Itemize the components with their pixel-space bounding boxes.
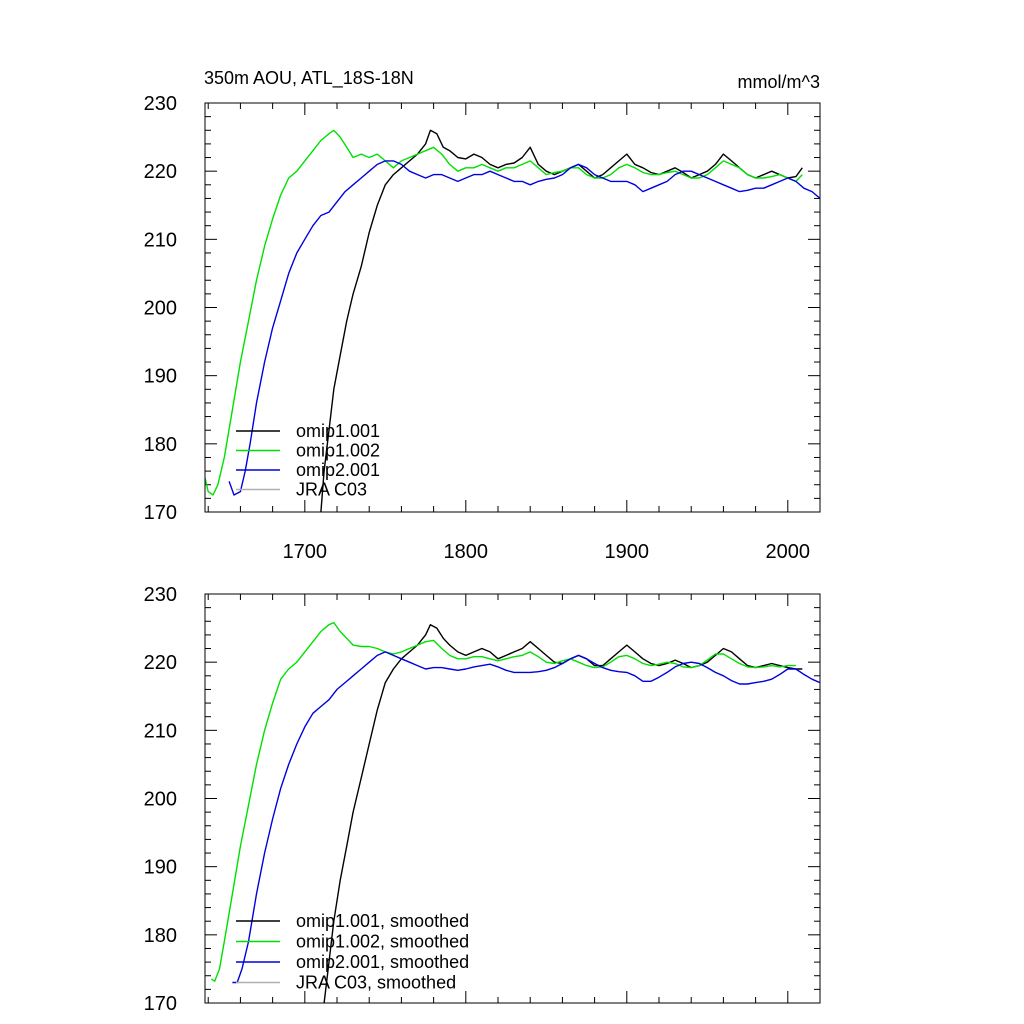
y-tick-label: 210 (144, 229, 177, 251)
legend-label: JRA C03 (296, 480, 367, 500)
top-plot-lines (204, 129, 821, 513)
y-tick-label: 230 (144, 584, 177, 606)
x-tick-label: 2000 (766, 541, 811, 563)
bottom-plot-frame (204, 593, 821, 1004)
top-panel: 350m AOU, ATL_18S-18N mmol/m^3 170 180 190… (144, 68, 821, 563)
y-tick-label: 220 (144, 161, 177, 183)
series-line-omip1-002 (204, 129, 803, 496)
legend-label: JRA C03, smoothed (296, 973, 456, 993)
y-tick-label: 200 (144, 298, 177, 320)
legend-label: omip2.001, smoothed (296, 952, 469, 972)
y-tick-label: 200 (144, 789, 177, 811)
bottom-plot-lines (211, 621, 821, 1004)
y-tick-label: 210 (144, 720, 177, 742)
series-line-omip1-001-smoothed (323, 624, 803, 1004)
series-line-omip2-001-smoothed (232, 651, 821, 984)
series-line-omip1-002-smoothed (211, 621, 796, 982)
bottom-panel: 170 180 190 200 210 220 230 omip1.001, smoothe… (144, 584, 821, 1015)
y-tick-label: 190 (144, 857, 177, 879)
legend-label: omip1.002 (296, 441, 380, 461)
chart-title: 350m AOU, ATL_18S-18N (204, 68, 414, 89)
legend-label: omip1.001 (296, 421, 380, 441)
top-plot-frame (204, 102, 821, 513)
x-tick-label: 1800 (444, 541, 489, 563)
legend-label: omip2.001 (296, 460, 380, 480)
legend-label: omip1.001, smoothed (296, 911, 469, 931)
y-tick-label: 190 (144, 366, 177, 388)
y-tick-label: 230 (144, 93, 177, 115)
y-tick-label: 170 (144, 502, 177, 524)
units-label: mmol/m^3 (738, 72, 820, 92)
y-tick-label: 170 (144, 993, 177, 1015)
y-tick-label: 180 (144, 434, 177, 456)
x-tick-label: 1900 (605, 541, 650, 563)
y-tick-label: 180 (144, 925, 177, 947)
bottom-axis-ticks: 170 180 190 200 210 220 230 (144, 584, 821, 1015)
y-tick-label: 220 (144, 652, 177, 674)
series-line-omip2-001 (228, 160, 821, 496)
x-tick-label: 1700 (283, 541, 328, 563)
top-axis-ticks: 170 180 190 200 210 220 230 1700 1800 1900 2000 (144, 93, 821, 563)
legend-label: omip1.002, smoothed (296, 932, 469, 952)
